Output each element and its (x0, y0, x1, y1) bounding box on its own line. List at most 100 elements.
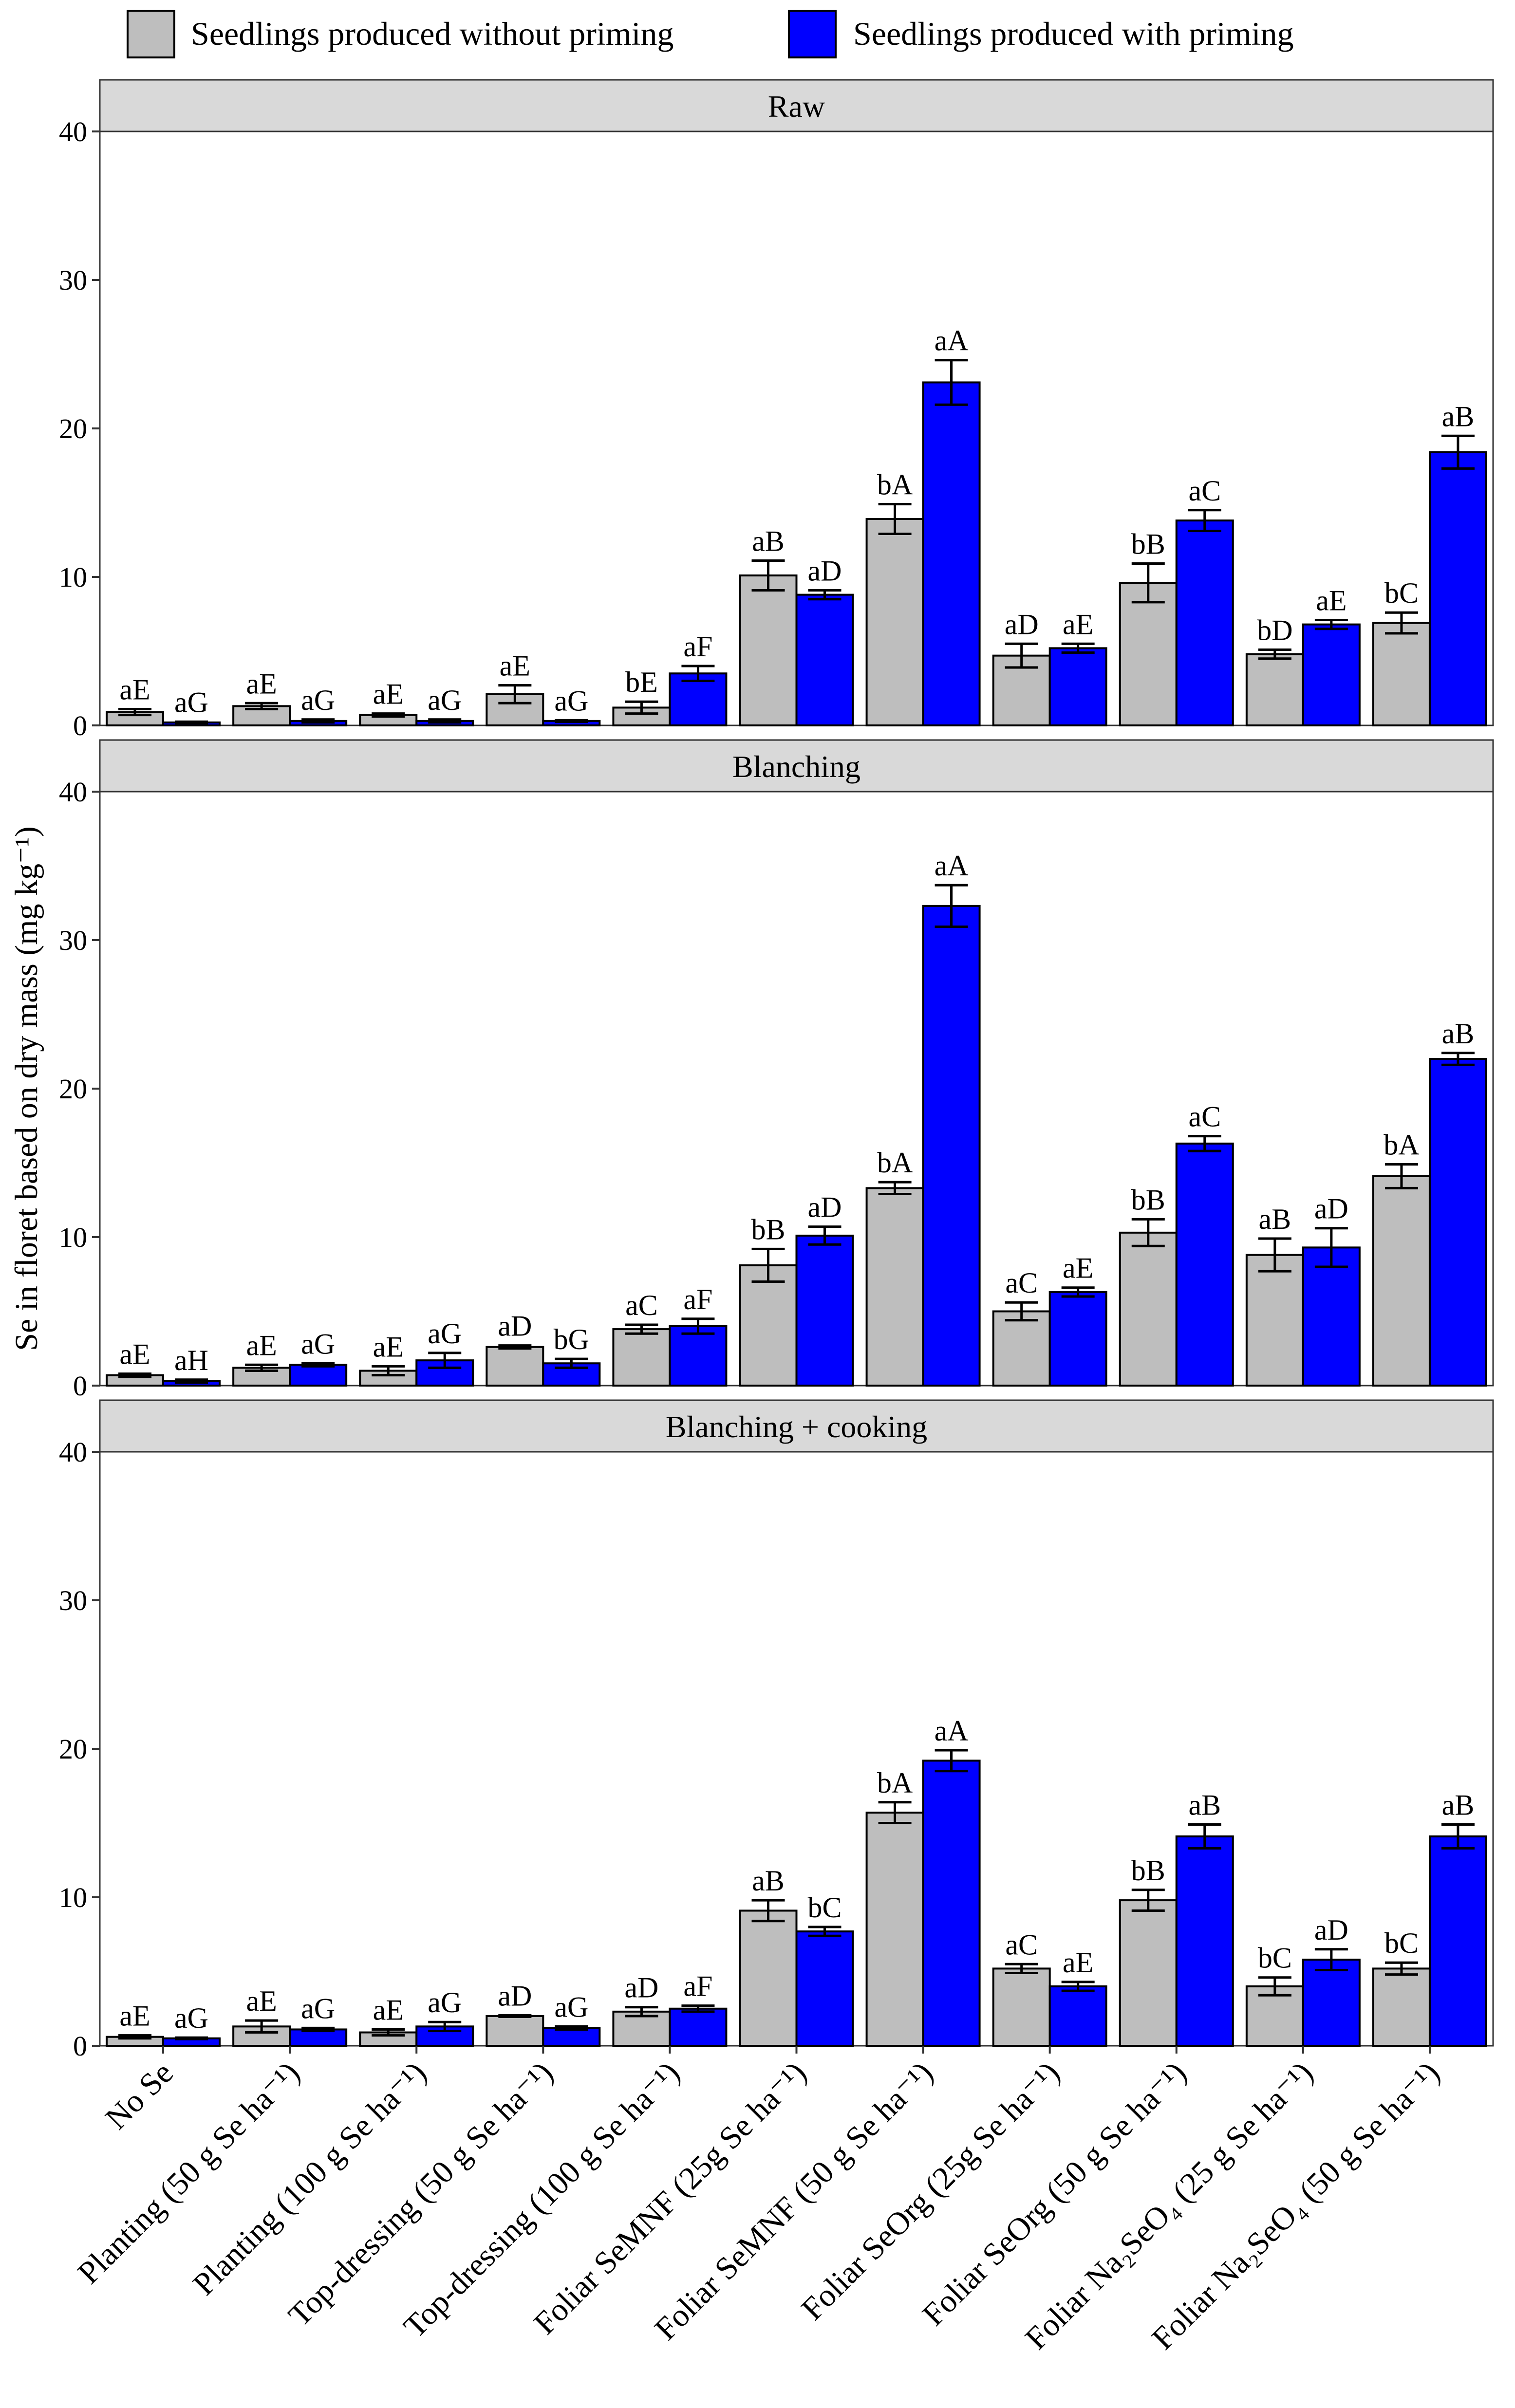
data-label-p1-s0-c9: aB (1259, 1203, 1291, 1235)
x-category-label-1: Planting (50 g Se ha⁻¹) (71, 2055, 306, 2291)
data-label-p1-s1-c6: aA (935, 850, 969, 882)
bar-p2-s1-c4 (669, 2007, 728, 2047)
data-label-p1-s1-c7: aE (1063, 1252, 1093, 1284)
bar-p0-s0-c9 (1245, 653, 1304, 726)
bar-p2-s0-c7 (992, 1967, 1051, 2047)
x-category-label-0: No Se (99, 2055, 180, 2136)
legend-label-with-priming: Seedlings produced with priming (853, 15, 1294, 52)
bar-p0-s1-c9 (1302, 623, 1361, 726)
panel-title-1: Blanching (732, 749, 860, 784)
y-tick-label-0-0: 0 (73, 710, 87, 741)
bar-p1-s1-c5 (795, 1234, 854, 1387)
data-label-p0-s0-c7: aD (1005, 608, 1039, 640)
data-label-p2-s0-c8: bB (1131, 1854, 1165, 1887)
data-label-p0-s0-c2: aE (373, 678, 404, 710)
bar-p0-s0-c7 (992, 654, 1051, 727)
bar-p0-s1-c10 (1428, 451, 1487, 726)
data-label-p0-s1-c10: aB (1442, 400, 1475, 432)
data-label-p2-s0-c7: aC (1005, 1928, 1038, 1961)
y-tick-label-1-0: 0 (73, 1370, 87, 1402)
y-tick-label-0-2: 20 (59, 413, 87, 445)
bar-p1-s1-c1 (289, 1364, 348, 1387)
data-label-p2-s0-c5: aB (752, 1865, 785, 1897)
y-tick-label-1-1: 10 (59, 1222, 87, 1253)
data-label-p2-s0-c2: aE (373, 1994, 404, 2026)
legend-swatch-without-priming (127, 10, 175, 58)
data-label-p0-s1-c6: aA (935, 325, 969, 357)
panel-title-2: Blanching + cooking (666, 1409, 927, 1444)
y-tick-label-2-2: 20 (59, 1733, 87, 1765)
y-tick-label-0-3: 30 (59, 264, 87, 296)
bar-p0-s0-c6 (865, 518, 924, 727)
bar-p0-s1-c7 (1048, 647, 1107, 727)
data-label-p0-s1-c7: aE (1063, 608, 1093, 640)
data-label-p0-s1-c3: aG (554, 685, 588, 717)
bar-p0-s1-c4 (669, 672, 728, 726)
bar-p2-s1-c5 (795, 1930, 854, 2047)
bar-p0-s1-c8 (1175, 519, 1234, 726)
data-label-p0-s0-c5: aB (752, 525, 785, 557)
data-label-p2-s0-c4: aD (624, 1972, 658, 2004)
data-label-p1-s0-c4: aC (625, 1289, 658, 1321)
y-tick-label-1-2: 20 (59, 1073, 87, 1105)
data-label-p0-s0-c1: aE (246, 667, 277, 700)
data-label-p1-s0-c6: bA (877, 1147, 913, 1179)
bar-p1-s1-c9 (1302, 1246, 1361, 1387)
data-label-p1-s0-c3: aD (498, 1310, 532, 1342)
data-label-p0-s1-c4: aF (683, 630, 712, 663)
bar-p2-s0-c3 (486, 2015, 544, 2047)
bar-p1-s0-c10 (1372, 1175, 1431, 1387)
bar-p1-s1-c4 (669, 1325, 728, 1387)
bar-p2-s0-c4 (612, 2010, 671, 2047)
data-label-p1-s1-c5: aD (808, 1191, 842, 1223)
data-label-p2-s1-c5: bC (807, 1891, 842, 1924)
data-label-p0-s0-c6: bA (877, 469, 913, 501)
data-label-p0-s1-c0: aG (174, 686, 208, 718)
data-label-p1-s0-c8: bB (1131, 1184, 1165, 1216)
data-label-p1-s0-c5: bB (751, 1213, 785, 1245)
x-category-label-8: Foliar SeOrg (50 g Se ha⁻¹) (916, 2055, 1193, 2333)
data-label-p2-s0-c6: bA (877, 1767, 913, 1799)
data-label-p0-s0-c3: aE (500, 650, 530, 682)
y-tick-label-2-1: 10 (59, 1882, 87, 1913)
bar-p2-s1-c7 (1048, 1985, 1107, 2047)
data-label-p0-s0-c8: bB (1131, 528, 1165, 560)
data-label-p0-s1-c8: aC (1188, 475, 1221, 507)
bar-p2-s0-c6 (865, 1812, 924, 2047)
x-category-label-3: Top-dressing (50 g Se ha⁻¹) (281, 2055, 560, 2334)
data-label-p1-s0-c2: aE (373, 1331, 404, 1363)
data-label-p2-s0-c0: aE (119, 2000, 150, 2032)
bar-p1-s1-c6 (922, 905, 981, 1387)
y-tick-label-2-0: 0 (73, 2030, 87, 2062)
bar-p1-s1-c7 (1048, 1291, 1107, 1387)
data-label-p1-s1-c10: aB (1442, 1018, 1475, 1050)
x-category-label-5: Foliar SeMNF (25g Se ha⁻¹) (527, 2055, 813, 2341)
panel-strip-2 (99, 1399, 1494, 1453)
bar-p2-s1-c10 (1428, 1835, 1487, 2047)
y-tick-label-1-3: 30 (59, 925, 87, 956)
x-category-label-2: Planting (100 g Se ha⁻¹) (186, 2055, 433, 2302)
bar-p2-s1-c8 (1175, 1835, 1234, 2047)
data-label-p0-s1-c9: aE (1316, 584, 1347, 616)
data-label-p2-s1-c1: aG (301, 1992, 335, 2024)
bar-p1-s0-c3 (486, 1346, 544, 1387)
data-label-p0-s0-c10: bC (1384, 577, 1419, 609)
data-label-p1-s0-c0: aE (119, 1338, 150, 1371)
data-label-p1-s1-c2: aG (428, 1317, 462, 1350)
y-tick-label-2-3: 30 (59, 1585, 87, 1616)
bar-p0-s1-c5 (795, 593, 854, 726)
bar-p1-s1-c10 (1428, 1058, 1487, 1387)
data-label-p2-s1-c0: aG (174, 2002, 208, 2034)
y-tick-label-0-4: 40 (59, 116, 87, 148)
bar-p0-s0-c5 (739, 574, 798, 726)
data-label-p1-s1-c8: aC (1188, 1101, 1221, 1133)
legend-label-without-priming: Seedlings produced without priming (191, 15, 674, 52)
data-label-p2-s1-c10: aB (1442, 1789, 1475, 1821)
data-label-p2-s1-c9: aD (1314, 1914, 1348, 1946)
bar-p1-s1-c8 (1175, 1142, 1234, 1387)
data-label-p2-s1-c7: aE (1063, 1946, 1093, 1979)
data-label-p2-s1-c8: aB (1188, 1789, 1221, 1821)
data-label-p1-s1-c1: aG (301, 1328, 335, 1360)
data-label-p1-s1-c4: aF (683, 1283, 712, 1315)
